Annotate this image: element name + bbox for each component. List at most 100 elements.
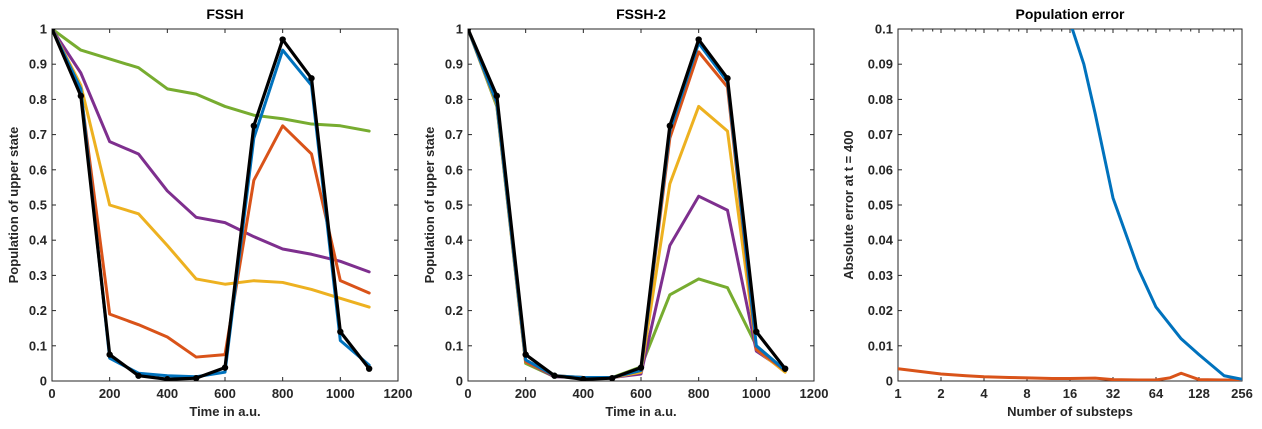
series-line [52, 29, 371, 381]
y-tick-label: 1 [40, 22, 47, 37]
y-tick-label: 0.3 [29, 268, 47, 283]
x-tick-label: 0 [48, 386, 55, 401]
x-tick-label: 64 [1149, 386, 1164, 401]
y-tick-label: 0.5 [445, 198, 463, 213]
y-tick-label: 0.08 [868, 92, 893, 107]
x-tick-label: 8 [1023, 386, 1030, 401]
chart-panel-2: 0 200 400 600 800 1000 1200 0 0.1 0.2 0.3 0.4 0.5 0.6… [422, 6, 828, 419]
y-tick-label: 0.7 [29, 127, 47, 142]
y-tick-label: 0 [886, 374, 893, 389]
y-axis-label: Population of upper state [422, 127, 437, 284]
y-tick-label: 0.09 [868, 57, 893, 72]
data-point [250, 122, 258, 129]
x-tick-label: 800 [272, 386, 294, 401]
data-point [308, 75, 315, 82]
y-tick-label: 0.8 [29, 92, 47, 107]
y-tick-label: 0.9 [445, 57, 463, 72]
y-tick-label: 1 [456, 22, 463, 37]
y-tick-label: 0.2 [445, 303, 463, 318]
y-tick-label: 0.04 [868, 233, 894, 248]
x-tick-label: 2 [937, 386, 944, 401]
y-tick-label: 0.3 [445, 268, 463, 283]
x-tick-label: 600 [630, 386, 652, 401]
data-point [164, 376, 171, 381]
data-point [365, 365, 373, 372]
data-point [724, 75, 731, 82]
series-line [52, 29, 371, 309]
data-point [106, 351, 113, 358]
x-tick-label: 0 [464, 386, 471, 401]
data-point [493, 92, 501, 100]
plot-frame [51, 28, 399, 382]
y-tick-label: 0.4 [29, 233, 48, 248]
y-axis-label: Population of upper state [6, 127, 21, 284]
chart-title: FSSH [206, 6, 243, 22]
y-tick-label: 0.9 [29, 57, 47, 72]
data-point [468, 29, 472, 33]
data-point [608, 374, 616, 381]
data-point [337, 328, 344, 335]
y-tick-label: 0 [40, 374, 47, 389]
x-tick-label: 600 [214, 386, 236, 401]
x-tick-label: 200 [515, 386, 537, 401]
data-point [753, 328, 760, 335]
x-tick-label: 1000 [326, 386, 355, 401]
series-line [1070, 29, 1242, 381]
data-point [52, 29, 56, 33]
y-tick-label: 0.4 [445, 233, 464, 248]
y-tick-label: 0.5 [29, 198, 47, 213]
x-tick-label: 32 [1106, 386, 1120, 401]
series-group [468, 29, 789, 381]
plot-frame [467, 28, 815, 382]
x-tick-label: 400 [572, 386, 594, 401]
x-axis-label: Time in a.u. [189, 404, 260, 419]
data-point [522, 351, 529, 358]
data-point [666, 122, 674, 129]
x-tick-label: 200 [99, 386, 121, 401]
y-tick-label: 0.2 [29, 303, 47, 318]
y-tick-label: 0.8 [445, 92, 463, 107]
series-group [52, 29, 373, 381]
data-point [637, 364, 645, 371]
chart-title: Population error [1016, 6, 1125, 22]
x-tick-label: 1200 [384, 386, 413, 401]
x-tick-label: 256 [1231, 386, 1253, 401]
series-line [468, 29, 787, 381]
chart-panel-3: 1 2 4 8 16 32 64 128 256 0 0.01 0.02 0.03 0.04 0.05 0.0… [841, 6, 1253, 419]
x-tick-label: 128 [1188, 386, 1210, 401]
series-line [898, 367, 1242, 381]
series-line [52, 29, 371, 359]
series-line [52, 29, 371, 274]
y-tick-label: 0.07 [868, 127, 893, 142]
y-tick-label: 0.06 [868, 162, 893, 177]
data-point [695, 36, 702, 43]
y-tick-label: 0.05 [868, 198, 893, 213]
y-tick-label: 0.1 [875, 22, 893, 37]
x-tick-label: 1000 [742, 386, 771, 401]
x-tick-label: 1200 [800, 386, 829, 401]
x-tick-label: 4 [980, 386, 988, 401]
x-tick-label: 1 [894, 386, 901, 401]
y-tick-label: 0 [456, 374, 463, 389]
y-tick-label: 0.1 [29, 338, 47, 353]
y-axis-label: Absolute error at t = 400 [841, 130, 856, 279]
x-tick-label: 400 [156, 386, 178, 401]
data-point [192, 374, 200, 381]
series-group [898, 29, 1242, 381]
data-point [279, 36, 286, 43]
x-axis-label: Number of substeps [1007, 404, 1133, 419]
x-tick-label: 800 [688, 386, 710, 401]
data-point [551, 372, 558, 379]
data-point [135, 372, 142, 379]
series-line [468, 29, 787, 379]
y-tick-label: 0.03 [868, 268, 893, 283]
chart-title: FSSH-2 [616, 6, 666, 22]
data-point [221, 364, 229, 371]
data-point [77, 92, 85, 100]
y-tick-label: 0.02 [868, 303, 893, 318]
y-tick-label: 0.6 [445, 162, 463, 177]
data-point [781, 365, 789, 372]
y-tick-label: 0.6 [29, 162, 47, 177]
data-point [580, 376, 587, 381]
